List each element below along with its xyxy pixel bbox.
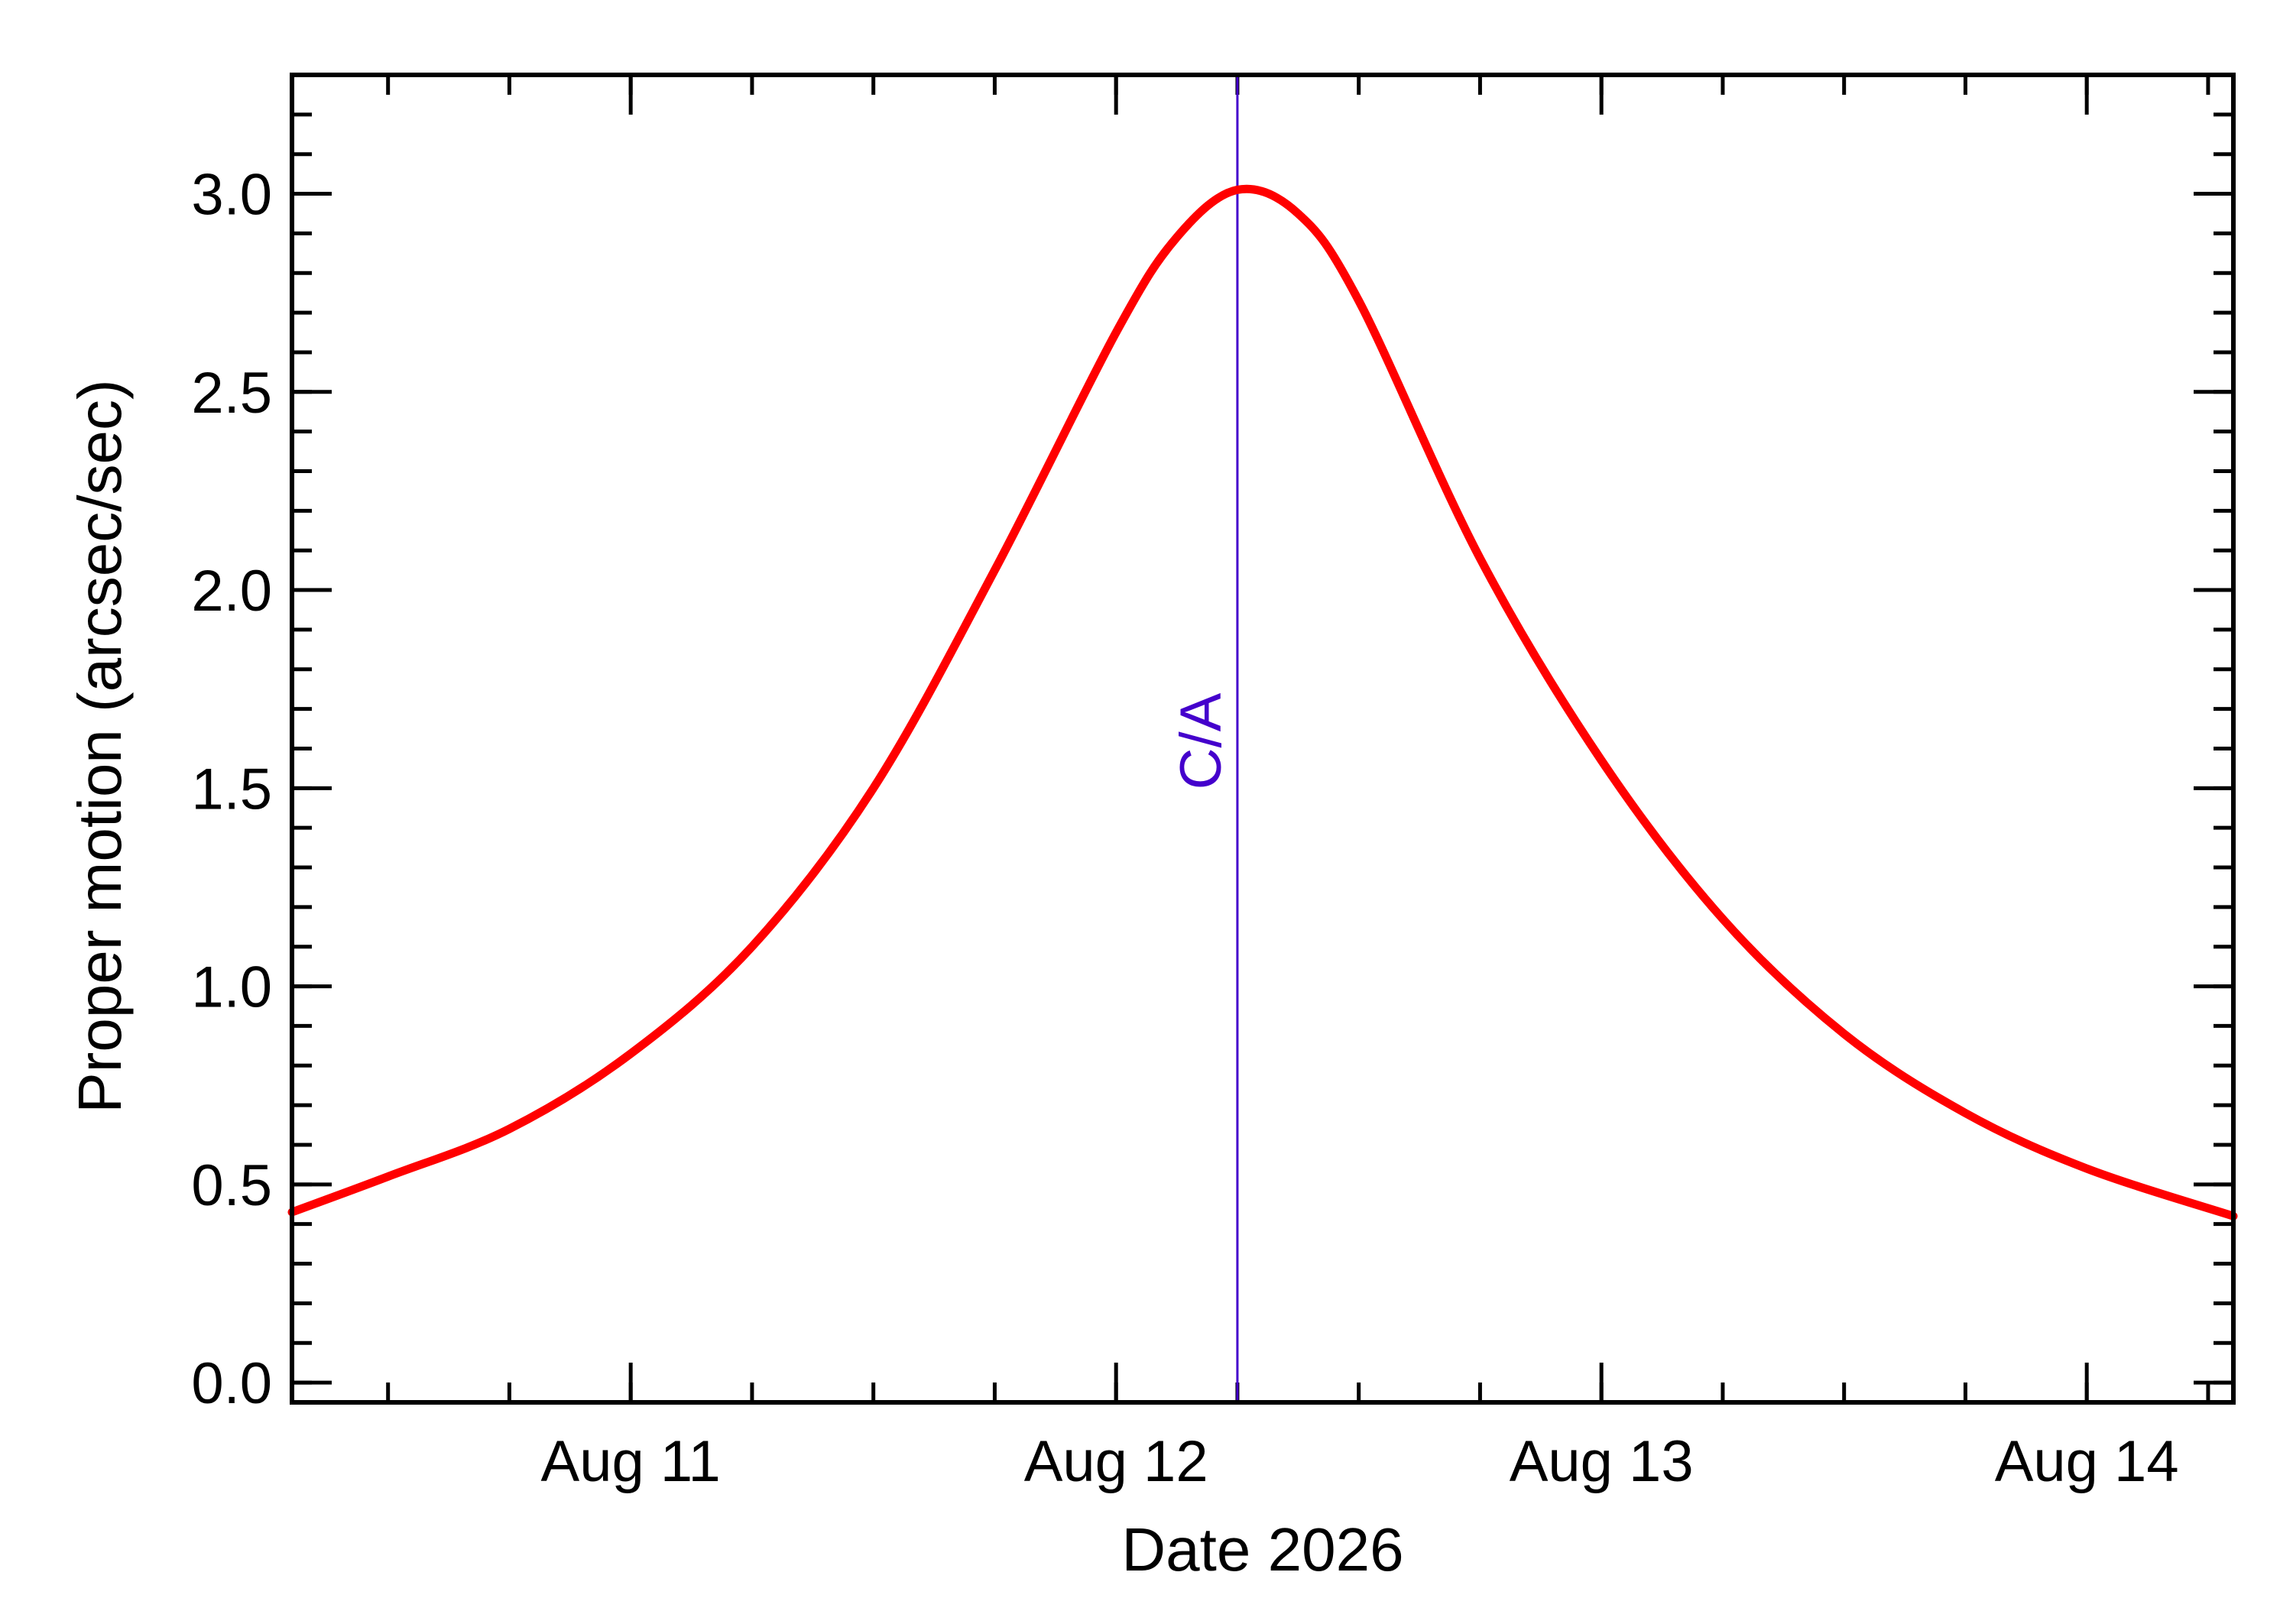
- x-tick-label: Aug 13: [1510, 1429, 1694, 1494]
- plot-frame: [290, 73, 2236, 1405]
- y-axis-label: Proper motion (arcsec/sec): [66, 379, 134, 1113]
- y-tick-label: 0.0: [191, 1351, 272, 1416]
- x-axis-label: Date 2026: [1121, 1515, 1403, 1583]
- y-tick-label: 3.0: [191, 163, 272, 228]
- y-tick-label: 2.0: [191, 559, 272, 624]
- x-tick-labels: Aug 11 Aug 12 Aug 13 Aug 14: [541, 1429, 2179, 1494]
- y-tick-label: 1.5: [191, 757, 272, 822]
- y-tick-label: 2.5: [191, 361, 272, 426]
- y-tick-label: 1.0: [191, 955, 272, 1020]
- series-line: [287, 184, 2238, 1220]
- x-tick-label: Aug 11: [541, 1429, 721, 1494]
- y-tick-labels: 0.0 0.5 1.0 1.5 2.0 2.5 3.0: [191, 163, 272, 1417]
- closest-approach-label: C/A: [1169, 692, 1234, 789]
- x-tick-label: Aug 12: [1024, 1429, 1208, 1494]
- major-ticks: [292, 75, 2233, 1402]
- x-tick-label: Aug 14: [1995, 1429, 2179, 1494]
- y-tick-label: 0.5: [191, 1153, 272, 1218]
